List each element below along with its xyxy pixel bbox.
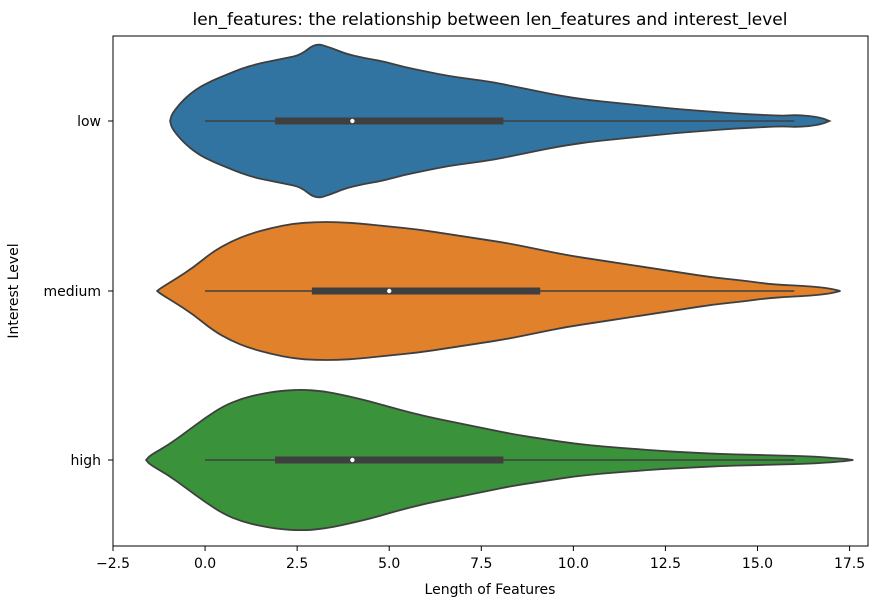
y-axis: low medium high [43, 114, 113, 469]
x-axis-label: Length of Features [425, 582, 556, 598]
violin-high [144, 389, 854, 532]
x-tick-label: −2.5 [96, 556, 130, 572]
x-tick-label: 10.0 [558, 556, 589, 572]
violin-medium [155, 221, 841, 361]
x-tick-label: 15.0 [742, 556, 773, 572]
x-tick-label: 0.0 [194, 556, 216, 572]
iqr-box-low [275, 117, 504, 125]
median-point-low [350, 118, 355, 124]
iqr-box-medium [311, 287, 541, 295]
median-point-medium [387, 288, 392, 294]
y-tick-label-low: low [77, 114, 101, 130]
y-tick-label-medium: medium [43, 284, 101, 300]
x-axis: −2.5 0.0 2.5 5.0 7.5 10.0 12.5 15.0 17.5 [96, 546, 865, 572]
y-tick-label-high: high [70, 453, 101, 469]
x-tick-label: 7.5 [470, 556, 492, 572]
x-tick-label: 17.5 [834, 556, 865, 572]
x-tick-label: 2.5 [286, 556, 308, 572]
chart-title: len_features: the relationship between l… [193, 10, 788, 30]
plot-area [144, 43, 854, 532]
y-axis-label: Interest Level [6, 243, 22, 338]
violin-low [169, 43, 832, 199]
median-point-high [350, 457, 355, 463]
x-tick-label: 5.0 [378, 556, 400, 572]
x-tick-label: 12.5 [650, 556, 681, 572]
iqr-box-high [275, 456, 504, 464]
